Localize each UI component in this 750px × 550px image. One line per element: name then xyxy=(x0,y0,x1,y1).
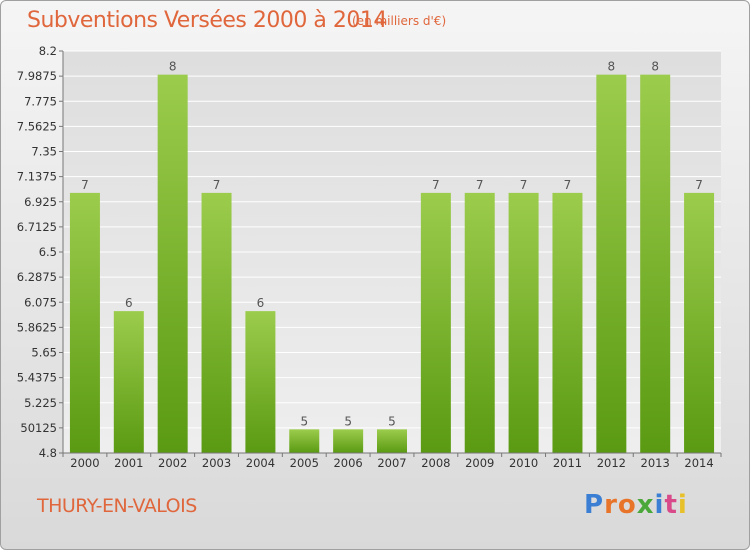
bar xyxy=(157,74,188,453)
bar xyxy=(420,192,451,453)
y-tick-label: 7.5625 xyxy=(17,119,57,133)
y-tick-label: 50125 xyxy=(20,421,57,435)
data-label: 7 xyxy=(564,178,572,192)
data-label: 5 xyxy=(344,414,352,428)
data-label: 6 xyxy=(125,296,133,310)
y-tick-label: 5.225 xyxy=(24,396,57,410)
y-tick-label: 8.2 xyxy=(39,44,57,58)
x-tick-label: 2010 xyxy=(509,456,538,470)
x-tick-label: 2007 xyxy=(377,456,406,470)
data-label: 7 xyxy=(476,178,484,192)
data-label: 7 xyxy=(213,178,221,192)
bar xyxy=(69,192,100,453)
data-label: 7 xyxy=(81,178,89,192)
x-tick-label: 2000 xyxy=(70,456,99,470)
y-tick-label: 7.1375 xyxy=(17,170,57,184)
x-tick-label: 2013 xyxy=(641,456,670,470)
y-tick-label: 6.075 xyxy=(24,295,57,309)
x-tick-label: 2006 xyxy=(333,456,362,470)
data-label: 7 xyxy=(695,178,703,192)
y-tick-label: 6.7125 xyxy=(17,220,57,234)
x-tick-label: 2012 xyxy=(597,456,626,470)
bar xyxy=(201,192,232,453)
bar xyxy=(289,429,320,453)
bar xyxy=(596,74,627,453)
y-tick-label: 5.65 xyxy=(31,346,57,360)
x-tick-label: 2002 xyxy=(158,456,187,470)
data-label: 5 xyxy=(388,414,396,428)
data-label: 5 xyxy=(300,414,308,428)
y-tick-label: 7.775 xyxy=(24,94,57,108)
bar xyxy=(464,192,495,453)
unit-note: (en milliers d'€) xyxy=(352,14,447,28)
proxiti-logo: Proxiti xyxy=(584,490,688,520)
y-tick-label: 6.5 xyxy=(39,245,57,259)
x-tick-label: 2004 xyxy=(246,456,275,470)
y-tick-label: 5.4375 xyxy=(17,371,57,385)
x-tick-label: 2011 xyxy=(553,456,582,470)
x-tick-label: 2008 xyxy=(421,456,450,470)
y-tick-label: 6.925 xyxy=(24,195,57,209)
data-label: 8 xyxy=(169,60,177,74)
bar xyxy=(245,311,276,453)
x-tick-label: 2003 xyxy=(202,456,231,470)
bar xyxy=(508,192,539,453)
data-label: 8 xyxy=(651,60,659,74)
x-tick-label: 2014 xyxy=(684,456,713,470)
bar xyxy=(113,311,144,453)
y-tick-label: 6.2875 xyxy=(17,270,57,284)
data-label: 7 xyxy=(432,178,440,192)
x-tick-label: 2001 xyxy=(114,456,143,470)
bar xyxy=(377,429,407,453)
place-name: THURY-EN-VALOIS xyxy=(37,495,197,517)
x-tick-label: 2009 xyxy=(465,456,494,470)
y-tick-label: 4.8 xyxy=(39,446,57,460)
y-tick-label: 5.8625 xyxy=(17,320,57,334)
bar xyxy=(640,74,671,453)
y-tick-label: 7.9875 xyxy=(17,69,57,83)
bar xyxy=(552,192,583,453)
y-tick-label: 7.35 xyxy=(31,145,57,159)
x-tick-label: 2005 xyxy=(290,456,319,470)
bar xyxy=(333,429,364,453)
bar xyxy=(684,192,715,453)
data-label: 8 xyxy=(608,60,616,74)
data-label: 6 xyxy=(257,296,265,310)
chart-title: Subventions Versées 2000 à 2014 xyxy=(27,8,387,33)
data-label: 7 xyxy=(520,178,528,192)
